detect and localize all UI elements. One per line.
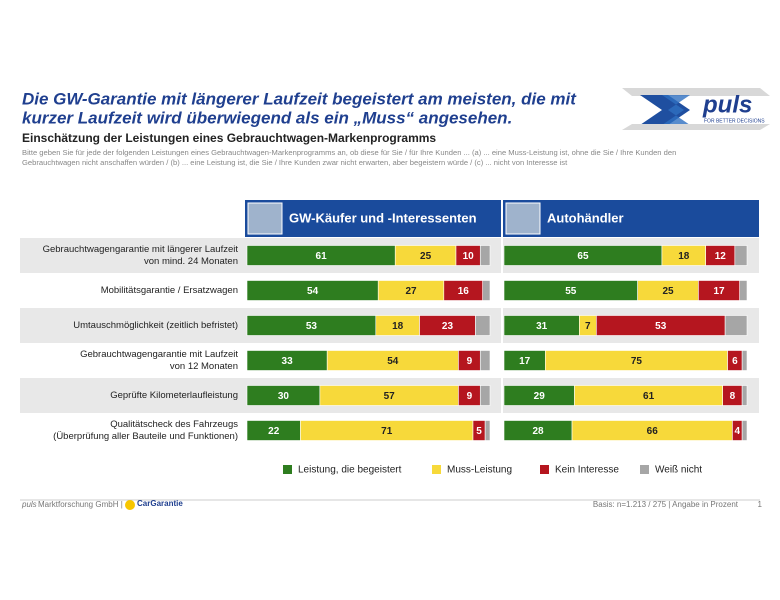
description: Gebrauchtwagen nicht anschaffen würden /…	[22, 158, 568, 167]
panel-photo	[247, 202, 283, 235]
data-label: 10	[463, 251, 475, 262]
bar-segment	[724, 315, 748, 336]
data-label: 8	[730, 391, 736, 402]
legend-label: Leistung, die begeistert	[298, 465, 402, 476]
panel-title: Autohändler	[547, 210, 624, 225]
legend-swatch	[283, 465, 292, 474]
category-label: Umtauschmöglichkeit (zeitlich befristet)	[73, 320, 238, 331]
data-label: 30	[278, 391, 290, 402]
category-label: Gebrauchtwagengarantie mit längerer Lauf…	[43, 244, 239, 255]
panel-photo	[505, 202, 541, 235]
title-line: Die GW-Garantie mit längerer Laufzeit be…	[22, 89, 577, 108]
data-label: 53	[306, 321, 318, 332]
data-label: 25	[420, 251, 432, 262]
subtitle: Einschätzung der Leistungen eines Gebrau…	[22, 131, 436, 145]
title-line: kurzer Laufzeit wird überwiegend als ein…	[22, 108, 512, 127]
footer-brand: puls	[21, 500, 37, 509]
data-label: 27	[405, 286, 417, 297]
data-label: 75	[631, 356, 643, 367]
panel-header	[503, 200, 760, 237]
category-label: Mobilitätsgarantie / Ersatzwagen	[101, 285, 238, 296]
footer-partner: CarGarantie	[137, 499, 183, 508]
data-label: 71	[381, 426, 393, 437]
data-label: 23	[442, 321, 454, 332]
legend-swatch	[432, 465, 441, 474]
data-label: 18	[392, 321, 404, 332]
bar-segment	[482, 280, 491, 301]
footer-basis: Basis: n=1.213 / 275 | Angabe in Prozent	[593, 500, 739, 509]
data-label: 57	[384, 391, 396, 402]
category-label: Gebrauchtwagengarantie mit Laufzeit	[80, 349, 238, 360]
data-label: 17	[519, 356, 531, 367]
bar-segment	[479, 350, 491, 371]
data-label: 65	[577, 251, 589, 262]
data-label: 18	[678, 251, 690, 262]
data-label: 54	[307, 286, 319, 297]
page-number: 1	[758, 500, 763, 509]
legend-label: Weiß nicht	[655, 465, 702, 476]
description: Bitte geben Sie für jede der folgenden L…	[22, 148, 676, 157]
data-label: 31	[536, 321, 548, 332]
bar-segment	[741, 350, 748, 371]
data-label: 9	[467, 356, 473, 367]
partner-icon	[125, 500, 135, 510]
logo-tagline: FOR BETTER DECISIONS	[704, 118, 765, 124]
data-label: 4	[734, 426, 740, 437]
data-label: 6	[732, 356, 738, 367]
data-label: 22	[268, 426, 280, 437]
logo: puls FOR BETTER DECISIONS	[622, 88, 770, 130]
footer-company: Marktforschung GmbH |	[38, 500, 123, 509]
bar-segment	[741, 420, 748, 441]
category-label: von mind. 24 Monaten	[144, 256, 238, 267]
legend-swatch	[540, 465, 549, 474]
data-label: 25	[662, 286, 674, 297]
data-label: 7	[585, 321, 591, 332]
logo-text: puls	[702, 91, 752, 118]
bar-segment	[739, 280, 748, 301]
bar-segment	[484, 420, 491, 441]
data-label: 61	[643, 391, 655, 402]
bar-segment	[479, 385, 491, 406]
panel-title: GW-Käufer und -Interessenten	[289, 210, 477, 225]
data-label: 53	[655, 321, 667, 332]
bar-segment	[479, 245, 491, 266]
panel-header	[245, 200, 502, 237]
category-label: (Überprüfung aller Bauteile und Funktion…	[53, 431, 238, 442]
category-label: Qualitätscheck des Fahrzeugs	[110, 419, 238, 430]
data-label: 33	[282, 356, 294, 367]
data-label: 29	[534, 391, 546, 402]
bar-segment	[741, 385, 748, 406]
data-label: 61	[316, 251, 328, 262]
data-label: 16	[458, 286, 470, 297]
data-label: 5	[476, 426, 482, 437]
category-label: von 12 Monaten	[170, 361, 238, 372]
data-label: 66	[647, 426, 659, 437]
data-label: 28	[532, 426, 544, 437]
legend-label: Kein Interesse	[555, 465, 619, 476]
data-label: 17	[713, 286, 725, 297]
bar-segment	[734, 245, 748, 266]
data-label: 12	[715, 251, 727, 262]
bar-segment	[475, 315, 491, 336]
category-label: Geprüfte Kilometerlaufleistung	[110, 390, 238, 401]
data-label: 55	[565, 286, 577, 297]
data-label: 54	[387, 356, 399, 367]
legend-label: Muss-Leistung	[447, 465, 512, 476]
data-label: 9	[467, 391, 473, 402]
legend-swatch	[640, 465, 649, 474]
